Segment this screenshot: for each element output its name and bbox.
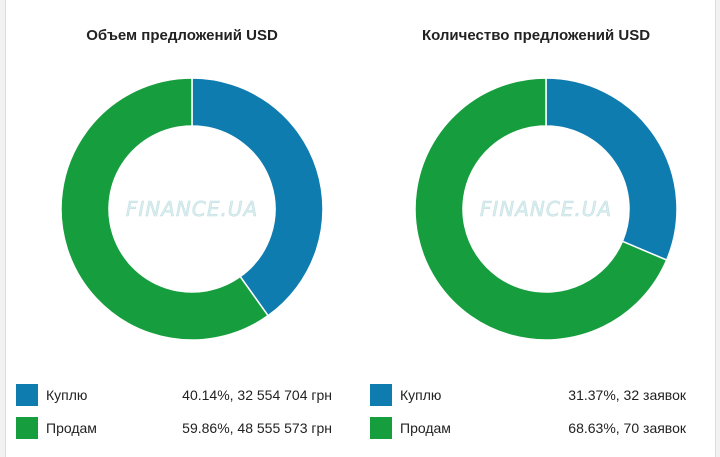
count-donut-chart: FINANCE.UA [414,77,678,341]
donut-slice-sell[interactable] [60,77,270,341]
volume-chart-legend: Куплю 40.14%, 32 554 704 грн Продам 59.8… [16,378,352,444]
legend-item-sell: Продам 59.86%, 48 555 573 грн [16,411,352,444]
right-frame-border [715,0,720,457]
left-frame-border [0,0,6,457]
donut-slice-sell[interactable] [414,77,668,341]
legend-item-buy: Куплю 31.37%, 32 заявок [370,378,706,411]
legend-label-sell: Продам [400,419,451,436]
legend-value-sell: 68.63%, 70 заявок [568,419,686,436]
legend-swatch-buy [370,383,392,406]
legend-label-buy: Куплю [400,386,442,403]
legend-value-sell: 59.86%, 48 555 573 грн [182,419,332,436]
legend-swatch-sell [16,416,38,439]
finance-ua-watermark-logo: FINANCE.UA [126,197,258,221]
count-chart-legend: Куплю 31.37%, 32 заявок Продам 68.63%, 7… [370,378,706,444]
legend-swatch-buy [16,383,38,406]
count-chart-title: Количество предложений USD [421,27,651,44]
legend-swatch-sell [370,416,392,439]
legend-value-buy: 31.37%, 32 заявок [568,386,686,403]
finance-ua-watermark-logo: FINANCE.UA [480,197,612,221]
donut-slice-buy[interactable] [545,77,678,262]
volume-donut-chart: FINANCE.UA [60,77,324,341]
legend-label-buy: Куплю [46,386,88,403]
volume-chart-panel: Объем предложений USD FINANCE.UA Куплю 4… [12,0,352,457]
legend-value-buy: 40.14%, 32 554 704 грн [182,386,332,403]
volume-chart-title: Объем предложений USD [86,27,278,44]
donut-slice-buy[interactable] [191,77,324,317]
legend-label-sell: Продам [46,419,97,436]
legend-item-sell: Продам 68.63%, 70 заявок [370,411,706,444]
legend-item-buy: Куплю 40.14%, 32 554 704 грн [16,378,352,411]
count-chart-panel: Количество предложений USD FINANCE.UA Ку… [366,0,706,457]
